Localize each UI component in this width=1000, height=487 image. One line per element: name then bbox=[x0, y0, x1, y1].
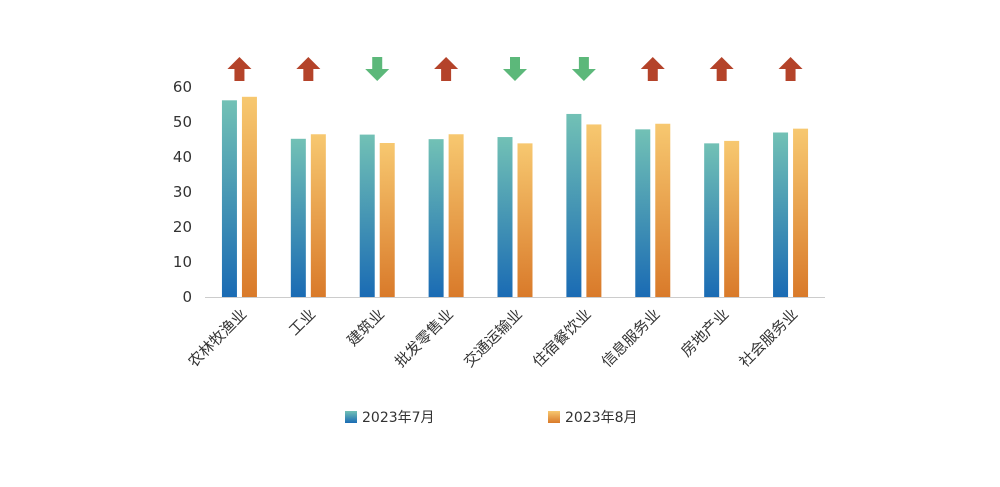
bar-2023-08 bbox=[586, 124, 602, 297]
bar-2023-07 bbox=[497, 137, 513, 297]
bar-2023-08 bbox=[793, 128, 809, 297]
x-tick-label: 批发零售业 bbox=[391, 305, 457, 371]
bars bbox=[221, 96, 809, 297]
bar-2023-08 bbox=[379, 143, 395, 297]
x-tick-label: 房地产业 bbox=[677, 305, 732, 360]
bar-2023-08 bbox=[241, 96, 257, 297]
arrow-up-icon bbox=[227, 57, 252, 81]
y-axis: 0 10 20 30 40 50 60 bbox=[173, 78, 192, 306]
bar-2023-07 bbox=[773, 132, 789, 297]
bar-2023-07 bbox=[359, 134, 375, 297]
x-tick-label: 信息服务业 bbox=[598, 305, 664, 371]
arrow-up-icon bbox=[778, 57, 803, 81]
y-tick-label: 0 bbox=[182, 288, 192, 306]
arrow-up-icon bbox=[709, 57, 734, 81]
legend-label: 2023年7月 bbox=[362, 410, 435, 426]
x-tick-label: 建筑业 bbox=[343, 305, 388, 350]
x-tick-label: 农林牧渔业 bbox=[185, 305, 251, 371]
arrow-down-icon bbox=[365, 57, 390, 81]
y-tick-label: 10 bbox=[173, 253, 192, 271]
bar-2023-07 bbox=[635, 129, 651, 297]
bar-2023-08 bbox=[724, 140, 740, 297]
legend-swatch-2023-08 bbox=[548, 411, 560, 423]
arrow-down-icon bbox=[503, 57, 527, 81]
arrow-up-icon bbox=[296, 57, 321, 81]
y-tick-label: 60 bbox=[173, 78, 192, 96]
x-tick-label: 社会服务业 bbox=[736, 305, 802, 371]
x-tick-label: 工业 bbox=[285, 305, 319, 339]
y-tick-label: 50 bbox=[173, 113, 192, 131]
bar-2023-07 bbox=[428, 139, 444, 297]
arrow-down-icon bbox=[571, 57, 596, 81]
y-tick-label: 20 bbox=[173, 218, 192, 236]
bar-2023-07 bbox=[221, 100, 237, 297]
y-tick-label: 30 bbox=[173, 183, 192, 201]
bar-2023-07 bbox=[290, 138, 306, 297]
legend: 2023年7月 2023年8月 bbox=[345, 410, 638, 426]
arrow-up-icon bbox=[434, 57, 459, 81]
bar-2023-08 bbox=[517, 143, 533, 297]
bar-2023-07 bbox=[704, 143, 720, 297]
y-tick-label: 40 bbox=[173, 148, 192, 166]
legend-swatch-2023-07 bbox=[345, 411, 357, 423]
bar-2023-07 bbox=[566, 113, 582, 297]
bar-2023-08 bbox=[310, 134, 326, 297]
bar-2023-08 bbox=[448, 134, 464, 297]
legend-label: 2023年8月 bbox=[565, 410, 638, 426]
arrow-up-icon bbox=[640, 57, 665, 81]
x-tick-label: 住宿餐饮业 bbox=[529, 305, 595, 371]
x-tick-label: 交通运输业 bbox=[460, 305, 526, 371]
bar-2023-08 bbox=[655, 123, 671, 297]
x-axis-labels: 农林牧渔业 工业 建筑业 批发零售业 交通运输业 住宿餐饮业 信息服务业 房地产业 社会服务业 bbox=[185, 305, 802, 371]
trend-arrows bbox=[227, 57, 803, 81]
